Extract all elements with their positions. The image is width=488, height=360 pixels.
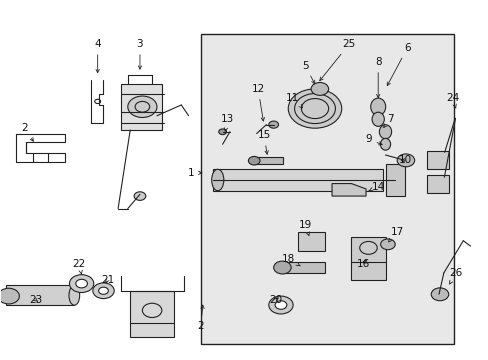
Circle shape bbox=[127, 96, 157, 117]
Bar bbox=[281, 262, 324, 273]
Circle shape bbox=[69, 275, 94, 293]
Text: 4: 4 bbox=[94, 39, 101, 73]
Circle shape bbox=[430, 288, 448, 301]
Circle shape bbox=[273, 261, 290, 274]
Text: 11: 11 bbox=[285, 93, 302, 108]
Ellipse shape bbox=[211, 169, 224, 191]
Text: 13: 13 bbox=[221, 114, 234, 131]
Text: 7: 7 bbox=[383, 114, 393, 127]
Bar bbox=[6, 285, 74, 305]
Text: 23: 23 bbox=[29, 295, 42, 305]
Circle shape bbox=[76, 279, 87, 288]
Circle shape bbox=[218, 129, 226, 135]
Circle shape bbox=[310, 82, 328, 95]
Text: 16: 16 bbox=[356, 259, 369, 269]
Polygon shape bbox=[331, 184, 366, 196]
Text: 21: 21 bbox=[101, 275, 114, 285]
Circle shape bbox=[380, 239, 394, 249]
Text: 2: 2 bbox=[197, 305, 203, 332]
Bar bbox=[426, 152, 448, 169]
Text: 2: 2 bbox=[21, 123, 33, 141]
Text: 18: 18 bbox=[281, 253, 300, 266]
Text: 20: 20 bbox=[269, 295, 282, 305]
Circle shape bbox=[0, 288, 20, 304]
Text: 14: 14 bbox=[368, 182, 384, 192]
Text: 17: 17 bbox=[387, 227, 404, 242]
Ellipse shape bbox=[371, 112, 384, 126]
Circle shape bbox=[396, 154, 414, 167]
Ellipse shape bbox=[379, 125, 391, 139]
Text: 1: 1 bbox=[187, 168, 202, 178]
Text: 25: 25 bbox=[319, 39, 355, 81]
Bar bbox=[251, 157, 283, 164]
Bar bbox=[297, 232, 324, 251]
Circle shape bbox=[93, 283, 114, 298]
Bar bbox=[120, 84, 162, 130]
Bar bbox=[130, 291, 174, 337]
Bar bbox=[212, 169, 382, 191]
Circle shape bbox=[99, 287, 108, 294]
Text: 3: 3 bbox=[136, 39, 143, 69]
Text: 22: 22 bbox=[72, 259, 85, 274]
Text: 24: 24 bbox=[445, 93, 458, 108]
Circle shape bbox=[134, 192, 145, 201]
Bar bbox=[385, 164, 404, 196]
Text: 19: 19 bbox=[298, 220, 311, 235]
Text: 10: 10 bbox=[398, 156, 411, 165]
Text: 5: 5 bbox=[302, 61, 314, 84]
Bar bbox=[201, 33, 453, 344]
Ellipse shape bbox=[380, 138, 390, 150]
Circle shape bbox=[268, 296, 292, 314]
Ellipse shape bbox=[69, 285, 80, 305]
Circle shape bbox=[287, 89, 341, 128]
Circle shape bbox=[268, 121, 278, 128]
Text: 15: 15 bbox=[257, 130, 270, 154]
Text: 6: 6 bbox=[386, 43, 410, 86]
Bar bbox=[426, 175, 448, 193]
Text: 8: 8 bbox=[374, 57, 381, 98]
Text: 26: 26 bbox=[448, 268, 462, 284]
Bar bbox=[351, 237, 385, 280]
Text: 9: 9 bbox=[365, 134, 381, 145]
Circle shape bbox=[275, 301, 286, 309]
Ellipse shape bbox=[370, 98, 385, 116]
Text: 12: 12 bbox=[251, 84, 264, 121]
Circle shape bbox=[248, 157, 260, 165]
